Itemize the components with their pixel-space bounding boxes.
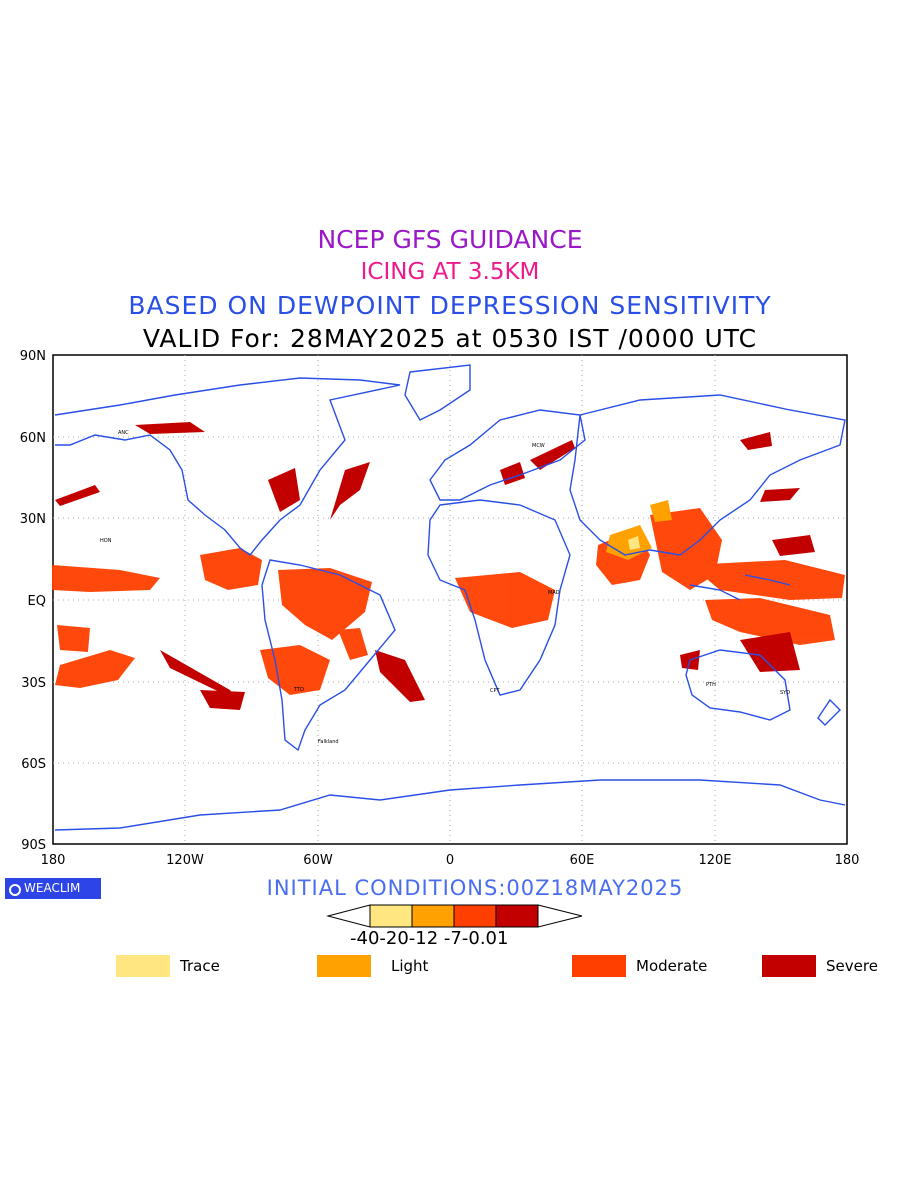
colorbar-light-swatch — [411, 904, 455, 928]
coastlines — [54, 364, 846, 831]
icing-trace-areas — [628, 536, 640, 550]
colorbar-tick-labels: -40-20-12 -7-0.01 — [350, 928, 509, 949]
title-line-2: ICING AT 3.5KM — [360, 259, 540, 285]
station-labels: ANC HON CPT TTO Falkland MCW SYD PTH MAD — [100, 430, 790, 745]
legend-swatch-trace — [116, 955, 170, 977]
legend-label-light: Light — [391, 957, 429, 975]
colorbar-trace-swatch — [369, 904, 413, 928]
logo-ring-icon — [9, 884, 21, 896]
colorbar-moderate-swatch — [453, 904, 497, 928]
lat-label-30n: 30N — [20, 512, 46, 527]
legend-label-severe: Severe — [826, 957, 878, 975]
legend-swatch-moderate — [572, 955, 626, 977]
lon-label-120e: 120E — [698, 853, 731, 868]
colorbar-severe-swatch — [495, 904, 539, 928]
logo-text: WEACLIM — [24, 881, 81, 895]
longitude-labels: 180 120W 60W 0 60E 120E 180 — [41, 853, 860, 868]
lat-label-eq: EQ — [28, 594, 46, 609]
station-label: HON — [100, 538, 112, 544]
legend-swatch-severe — [762, 955, 816, 977]
lon-label-120w: 120W — [166, 853, 204, 868]
lat-label-60n: 60N — [20, 431, 46, 446]
station-label: Falkland — [318, 739, 339, 745]
station-label: SYD — [780, 690, 790, 696]
lat-label-30s: 30S — [21, 676, 46, 691]
legend-swatch-light — [317, 955, 371, 977]
latitude-labels: 90N 60N 30N EQ 30S 60S 90S — [20, 349, 46, 853]
lon-label-180w: 180 — [41, 853, 66, 868]
lon-label-60e: 60E — [570, 853, 595, 868]
lon-label-60w: 60W — [303, 853, 333, 868]
map-frame — [52, 354, 848, 845]
colorbar — [326, 904, 583, 928]
colorbar-right-arrow — [537, 904, 583, 928]
title-line-1: NCEP GFS GUIDANCE — [317, 225, 583, 254]
lat-label-90n: 90N — [20, 349, 46, 364]
station-label: MCW — [532, 443, 545, 449]
initial-conditions: INITIAL CONDITIONS:00Z18MAY2025 — [266, 876, 684, 900]
station-label: PTH — [706, 682, 716, 688]
legend-label-trace: Trace — [180, 957, 220, 975]
lon-label-180e: 180 — [835, 853, 860, 868]
valid-time-title: VALID For: 28MAY2025 at 0530 IST /0000 U… — [142, 324, 758, 353]
lon-label-0: 0 — [446, 853, 454, 868]
title-line-3: BASED ON DEWPOINT DEPRESSION SENSITIVITY — [128, 291, 772, 320]
lat-label-60s: 60S — [21, 757, 46, 772]
weaclim-logo: WEACLIM — [5, 878, 101, 899]
station-label: MAD — [548, 590, 560, 596]
station-label: TTO — [293, 687, 304, 693]
station-label: ANC — [118, 430, 129, 436]
colorbar-left-arrow — [326, 904, 371, 928]
station-label: CPT — [490, 688, 501, 694]
legend-label-moderate: Moderate — [636, 957, 708, 975]
lat-label-90s: 90S — [21, 838, 46, 853]
